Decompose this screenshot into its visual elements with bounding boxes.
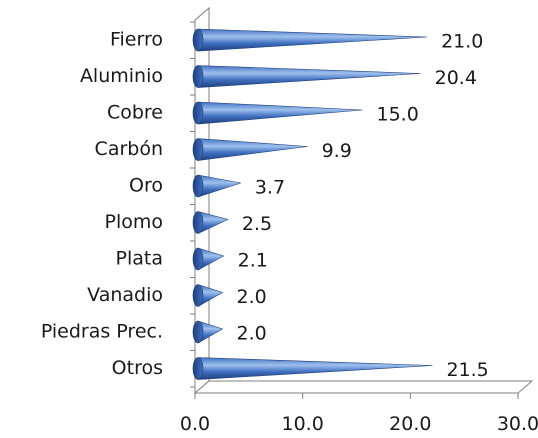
category-label: Piedras Prec. — [41, 321, 163, 343]
data-label: 2.0 — [237, 323, 267, 345]
data-label: 2.0 — [237, 286, 267, 308]
bar-cone-base — [192, 320, 204, 344]
x-tick-label: 0.0 — [180, 413, 210, 435]
bar-cone-body — [197, 65, 421, 88]
bar-cone-body — [197, 138, 308, 161]
bar-cone — [192, 65, 421, 88]
bar-cone — [192, 174, 241, 198]
bars-layer — [192, 28, 433, 380]
bar-cone — [192, 211, 229, 234]
bar-cone — [192, 320, 224, 344]
category-label: Vanadio — [87, 284, 163, 306]
x-tick-label: 30.0 — [497, 413, 538, 435]
bar-cone — [192, 101, 363, 125]
bar-cone-base — [192, 247, 204, 271]
bar-cone — [192, 138, 308, 161]
x-tick-label: 20.0 — [389, 413, 431, 435]
bar-cone-body — [197, 174, 241, 198]
category-label: Plata — [116, 248, 163, 270]
category-label: Cobre — [107, 102, 163, 124]
bar-cone — [192, 28, 428, 52]
data-label: 15.0 — [377, 104, 419, 126]
bar-cone-body — [197, 28, 428, 52]
data-label: 2.1 — [238, 250, 268, 272]
bar-cone — [192, 357, 433, 380]
bar-cone-base — [192, 174, 204, 198]
bar-cone-body — [197, 101, 363, 125]
data-label: 3.7 — [255, 177, 285, 199]
data-label: 21.5 — [446, 359, 488, 381]
bar-cone-base — [192, 65, 204, 88]
x-axis-floor — [193, 380, 534, 394]
category-label: Aluminio — [80, 65, 163, 87]
bar-cone — [192, 284, 224, 308]
category-label: Carbón — [95, 138, 163, 160]
category-label: Plomo — [105, 211, 164, 233]
labels-layer: Fierro 21.0 Aluminio 20.4 Cobre 15.0 Carbón 9.9… — [41, 29, 489, 382]
bar-cone-base — [192, 211, 204, 234]
data-label: 20.4 — [435, 67, 477, 89]
data-label: 9.9 — [322, 140, 352, 162]
bar-cone-base — [192, 28, 204, 52]
data-label: 21.0 — [441, 31, 483, 53]
category-label: Fierro — [110, 29, 163, 51]
category-label: Oro — [129, 175, 163, 197]
bar-cone — [192, 247, 225, 271]
data-label: 2.5 — [242, 213, 272, 235]
category-label: Otros — [112, 357, 163, 379]
bar-cone-base — [192, 284, 204, 307]
bar-cone-base — [192, 101, 204, 125]
bar-cone-base — [192, 138, 204, 161]
bar-cone-body — [197, 357, 433, 380]
bar-cone-base — [192, 357, 204, 380]
x-tick-label: 10.0 — [282, 413, 324, 435]
